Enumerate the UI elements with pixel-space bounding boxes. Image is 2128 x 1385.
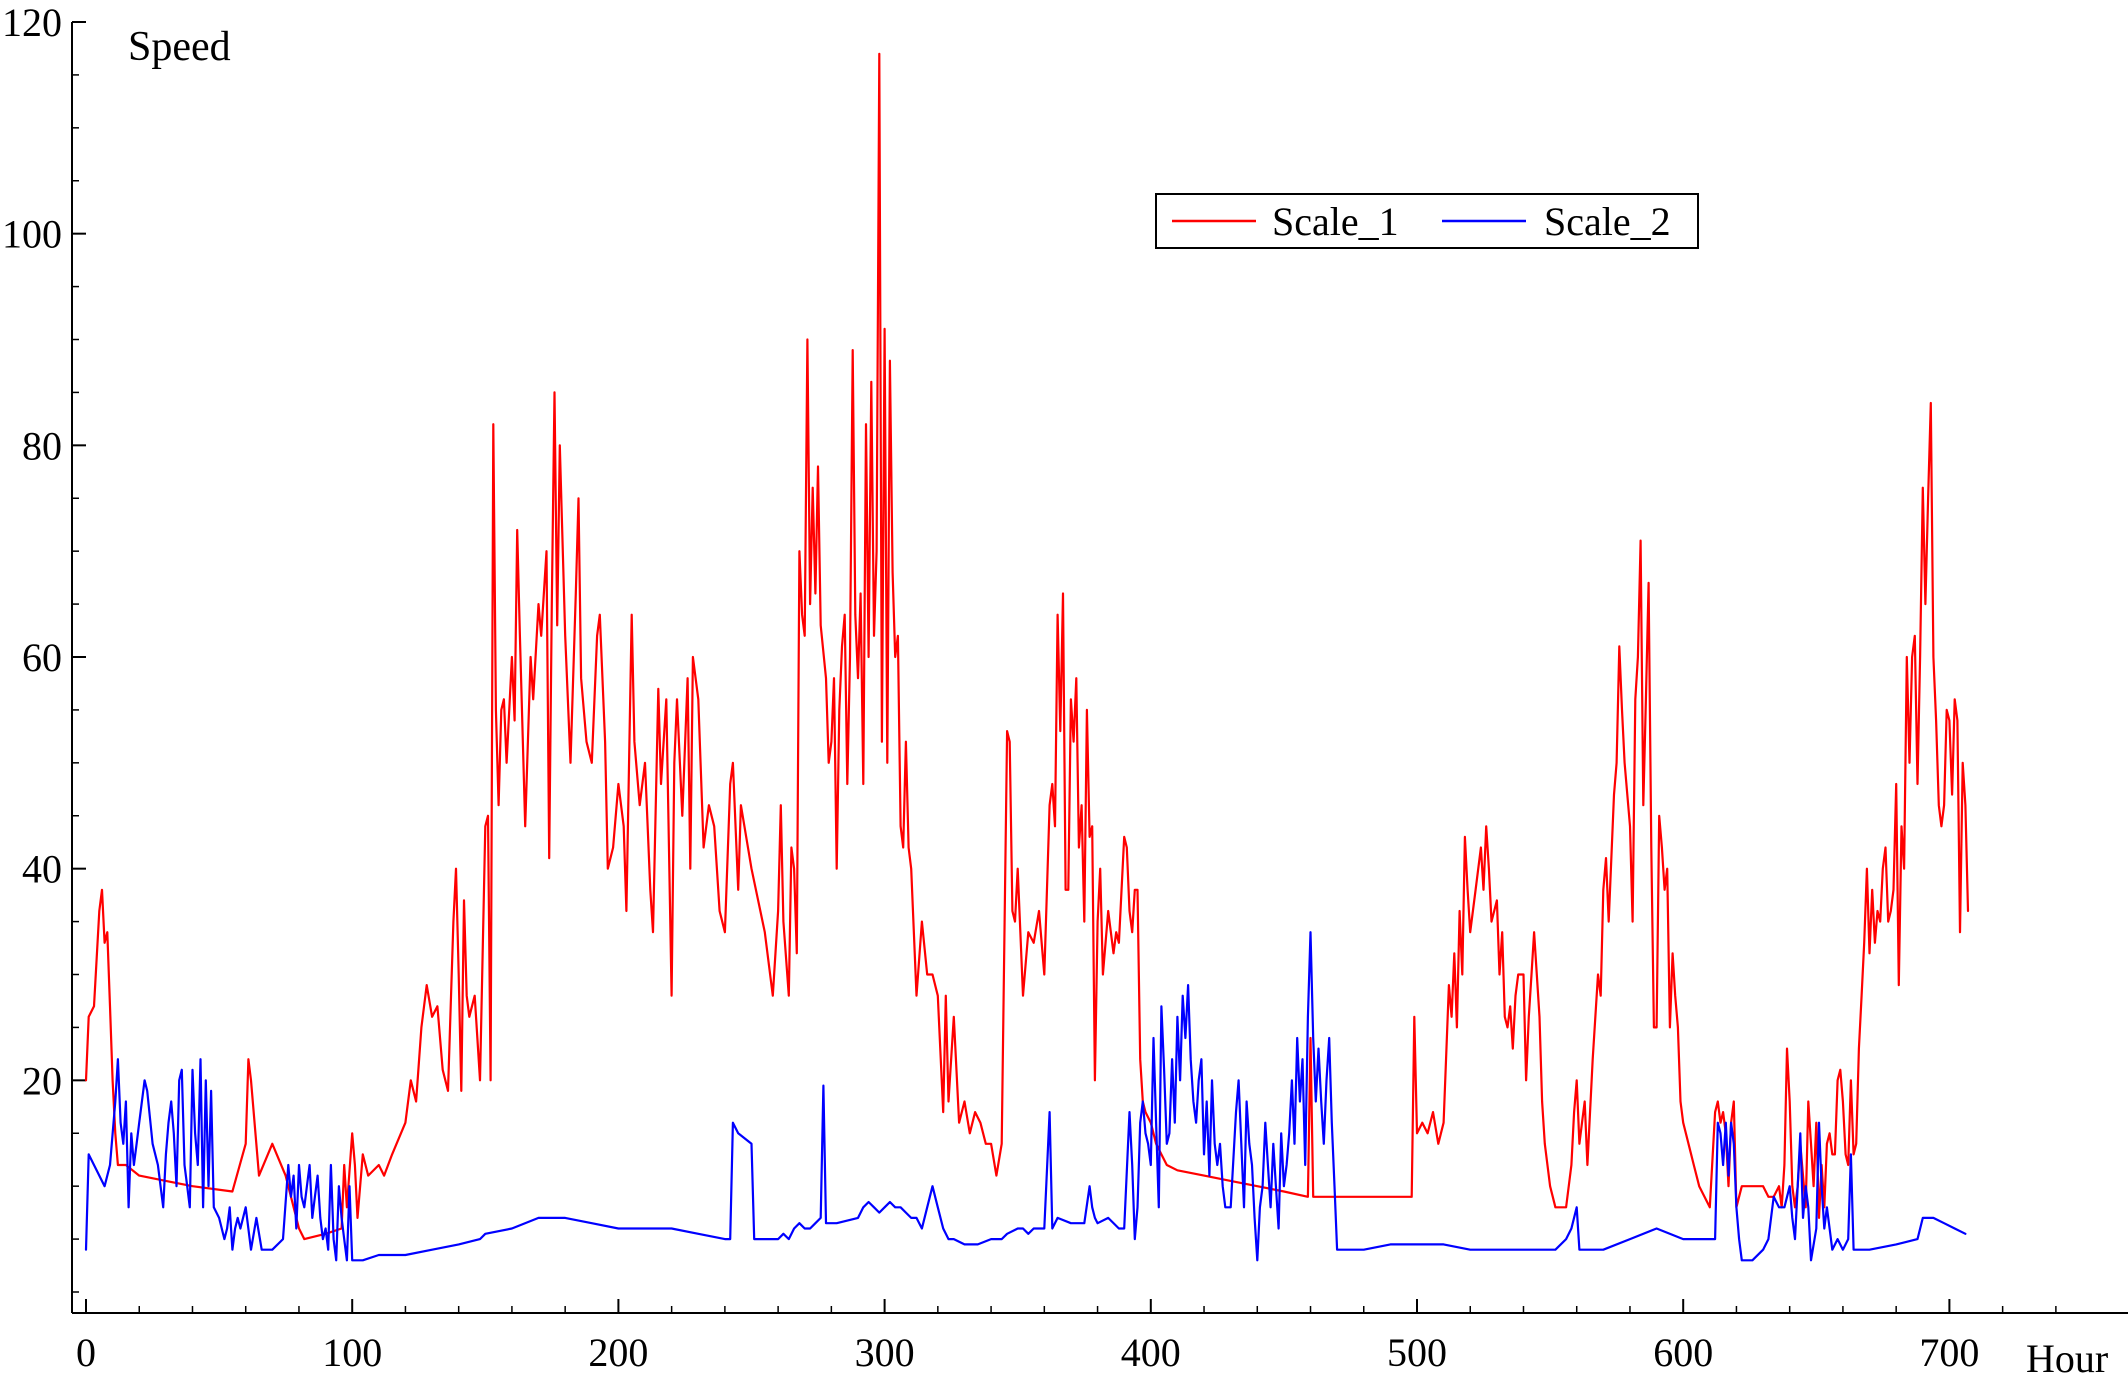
series-line-scale-1 [84,52,1970,1241]
series-layer [84,52,1970,1262]
legend: Scale_1 Scale_2 [1155,193,1699,249]
x-tick-label: 0 [76,1330,96,1375]
x-tick-label: 700 [1919,1330,1979,1375]
x-tick-label: 100 [322,1330,382,1375]
y-tick-label: 20 [22,1058,62,1103]
y-tick-label: 40 [22,847,62,892]
x-tick-label: 500 [1387,1330,1447,1375]
x-tick-label: 400 [1121,1330,1181,1375]
y-tick-label: 80 [22,423,62,468]
y-axis-title: Speed [128,24,231,70]
y-ticks: 20 40 60 80 100 120 [2,0,86,1293]
legend-label-scale-1: Scale_1 [1272,199,1399,244]
series-line-scale-2 [84,931,1967,1262]
x-tick-label: 200 [588,1330,648,1375]
x-axis-title: Hour [2026,1336,2108,1381]
y-tick-label: 100 [2,212,62,257]
legend-label-scale-2: Scale_2 [1544,199,1671,244]
y-tick-label: 60 [22,635,62,680]
x-tick-label: 300 [855,1330,915,1375]
legend-box [1155,193,1699,249]
x-ticks: 0 100 200 300 400 500 600 700 [76,1299,2057,1375]
x-tick-label: 600 [1653,1330,1713,1375]
y-tick-label: 120 [2,0,62,45]
